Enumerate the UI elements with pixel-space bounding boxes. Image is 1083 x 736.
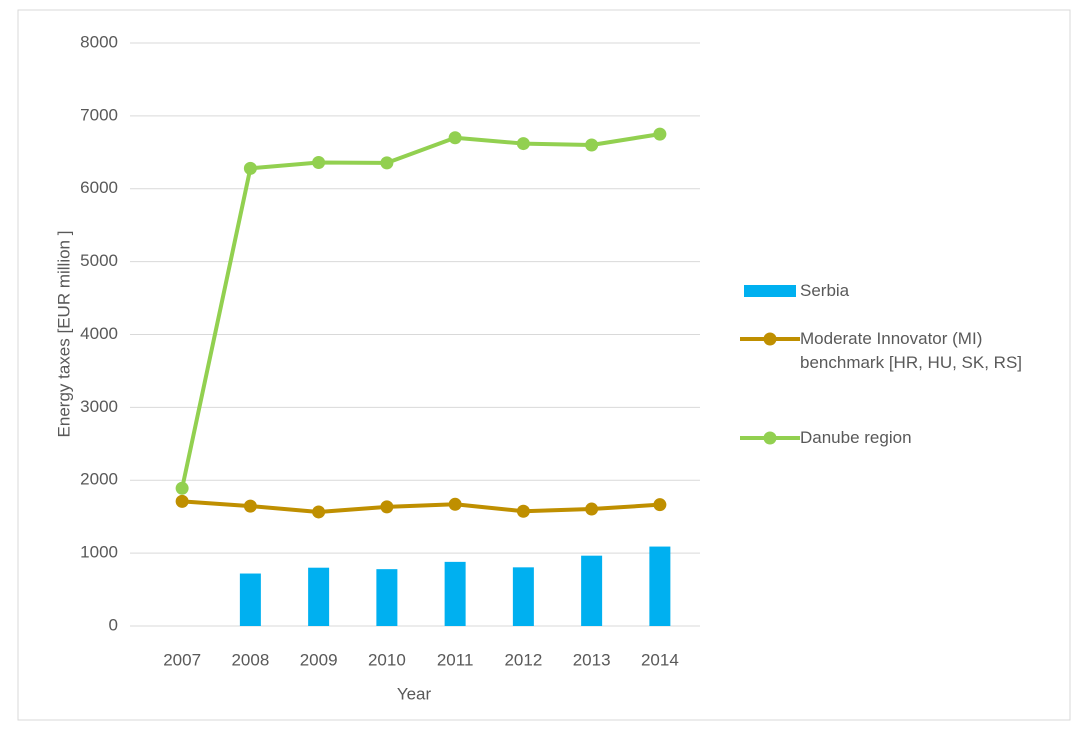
marker — [585, 138, 599, 152]
y-tick-label: 8000 — [80, 32, 118, 51]
legend-marker — [763, 332, 777, 346]
marker — [312, 505, 326, 519]
legend-label: Serbia — [800, 281, 850, 300]
chart-border — [17, 9, 1071, 721]
marker — [653, 127, 667, 141]
x-tick-label: 2010 — [368, 650, 406, 669]
y-axis-label: Energy taxes [EUR million ] — [54, 231, 73, 438]
legend-entry: Moderate Innovator (MI) benchmark [HR, H… — [740, 327, 1070, 375]
marker — [448, 131, 462, 145]
y-tick-label: 1000 — [80, 543, 118, 562]
marker — [653, 498, 667, 512]
legend-swatch — [740, 332, 800, 346]
bar — [649, 546, 671, 626]
marker — [243, 499, 257, 513]
bar — [581, 555, 603, 626]
marker — [175, 481, 189, 495]
marker — [585, 502, 599, 516]
y-tick-label: 6000 — [80, 178, 118, 197]
legend-marker — [763, 431, 777, 445]
bar — [308, 567, 330, 626]
y-tick-label: 2000 — [80, 470, 118, 489]
y-tick-label: 4000 — [80, 324, 118, 343]
marker — [312, 156, 326, 170]
y-tick-label: 7000 — [80, 105, 118, 124]
x-tick-label: 2012 — [504, 650, 542, 669]
y-tick-label: 0 — [109, 615, 118, 634]
marker — [380, 500, 394, 514]
x-tick-label: 2008 — [231, 650, 269, 669]
x-tick-label: 2011 — [437, 650, 474, 669]
x-tick-label: 2013 — [573, 650, 611, 669]
x-tick-label: 2009 — [300, 650, 338, 669]
marker — [380, 156, 394, 170]
line — [181, 499, 661, 514]
line — [180, 132, 661, 489]
x-axis-label: Year — [397, 684, 432, 703]
x-tick-label: 2014 — [641, 650, 679, 669]
marker — [243, 161, 257, 175]
legend-entry: Danube region — [740, 426, 1070, 450]
legend-entry: Serbia — [740, 279, 1070, 303]
legend-swatch — [740, 431, 800, 445]
bar — [239, 573, 261, 626]
bar — [444, 561, 466, 626]
legend-bar — [744, 285, 796, 297]
x-tick-label: 2007 — [163, 650, 201, 669]
marker — [516, 137, 530, 151]
y-tick-label: 5000 — [80, 251, 118, 270]
bar — [376, 569, 398, 626]
legend-label: Danube region — [800, 428, 912, 447]
marker — [175, 494, 189, 508]
marker — [448, 497, 462, 511]
legend-label: Moderate Innovator (MI) benchmark [HR, H… — [800, 329, 1023, 372]
marker — [516, 504, 530, 518]
bar — [512, 567, 534, 626]
legend-swatch — [744, 285, 796, 297]
y-tick-label: 3000 — [80, 397, 118, 416]
